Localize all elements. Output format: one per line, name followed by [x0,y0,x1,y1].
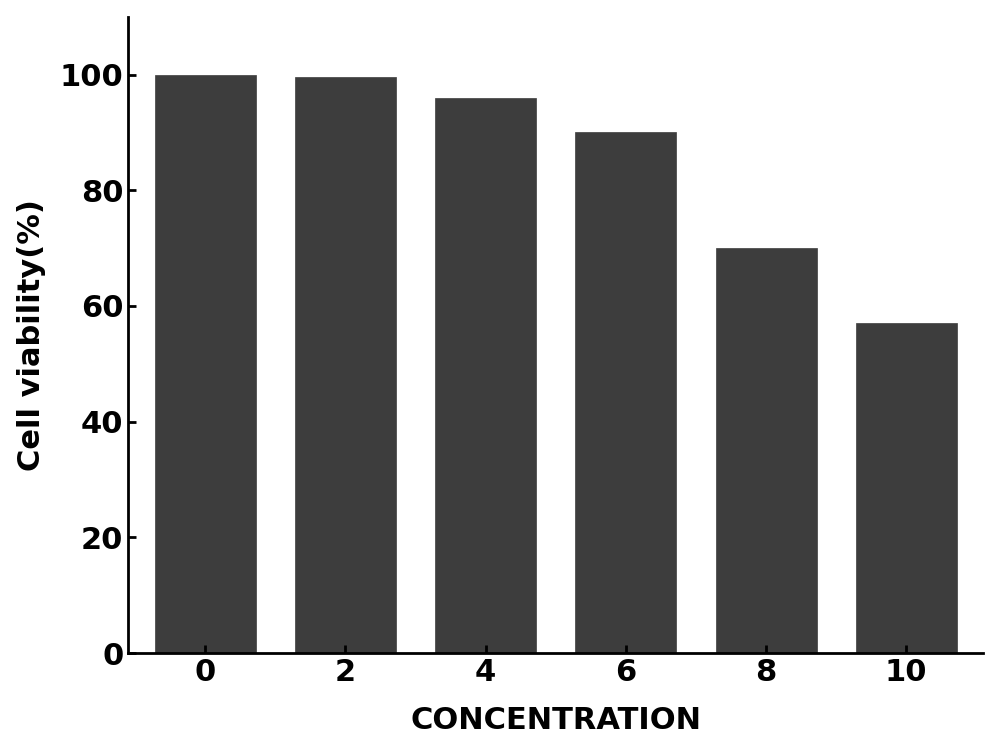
Bar [575,132,676,653]
Bar [295,77,396,653]
Bar [435,98,536,653]
Y-axis label: Cell viability(%): Cell viability(%) [17,199,46,471]
X-axis label: CONCENTRATION: CONCENTRATION [410,706,701,735]
Bar [155,74,256,653]
Bar [856,323,957,653]
Bar [716,248,817,653]
